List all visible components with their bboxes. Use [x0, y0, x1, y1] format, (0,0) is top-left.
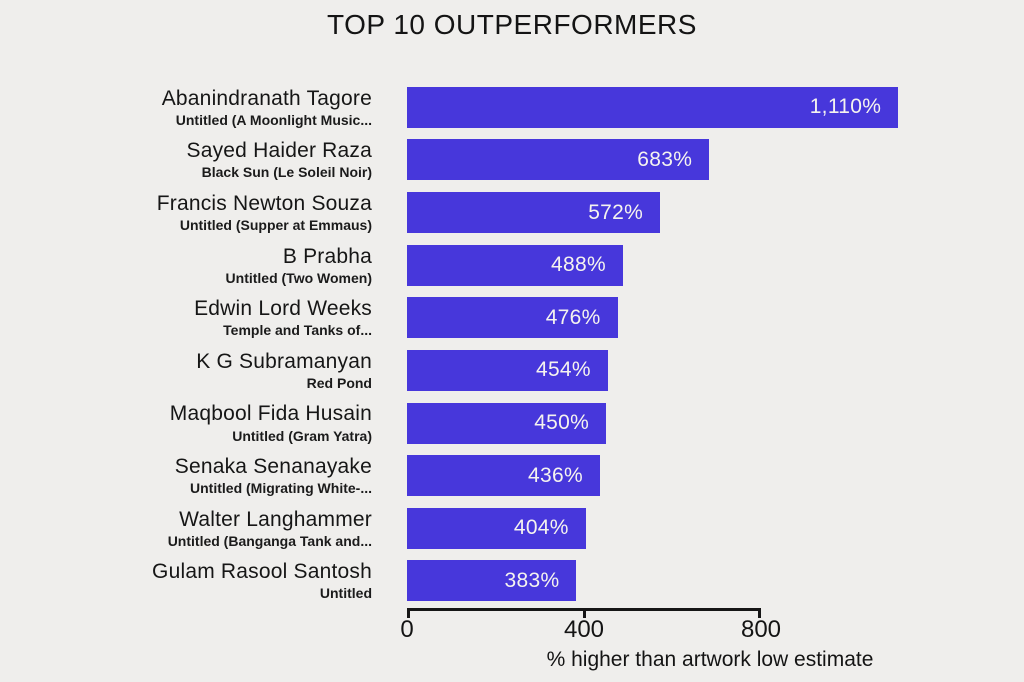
- bar: 572%: [407, 192, 661, 234]
- x-axis-tick: [582, 608, 586, 618]
- artist-name: Walter Langhammer: [179, 507, 372, 531]
- chart-row: B Prabha Untitled (Two Women) 488%: [0, 239, 1024, 292]
- artwork-title: Untitled (Banganga Tank and...: [167, 532, 372, 549]
- artist-name: Senaka Senanayake: [174, 455, 372, 479]
- row-labels: Abanindranath Tagore Untitled (A Moonlig…: [0, 87, 372, 128]
- artwork-title: Untitled (A Moonlight Music...: [175, 111, 372, 128]
- row-labels: Walter Langhammer Untitled (Banganga Tan…: [0, 508, 372, 549]
- artist-name: Francis Newton Souza: [156, 191, 372, 215]
- bar-value-label: 572%: [588, 200, 644, 224]
- bar: 683%: [407, 139, 710, 181]
- artist-name: Gulam Rasool Santosh: [152, 560, 372, 584]
- chart-row: K G Subramanyan Red Pond 454%: [0, 344, 1024, 397]
- artist-name: Abanindranath Tagore: [161, 86, 372, 110]
- artwork-title: Untitled (Supper at Emmaus): [179, 217, 372, 234]
- artwork-title: Black Sun (Le Soleil Noir): [201, 164, 372, 181]
- row-labels: Francis Newton Souza Untitled (Supper at…: [0, 192, 372, 233]
- x-axis-tick-label: 400: [563, 616, 605, 643]
- artwork-title: Untitled (Migrating White-...: [190, 480, 372, 497]
- row-labels: Maqbool Fida Husain Untitled (Gram Yatra…: [0, 402, 372, 443]
- artist-name: B Prabha: [282, 244, 372, 268]
- artist-name: Sayed Haider Raza: [186, 139, 372, 163]
- bar-value-label: 488%: [551, 253, 606, 277]
- bar-area: 488%: [407, 244, 1024, 286]
- row-labels: Sayed Haider Raza Black Sun (Le Soleil N…: [0, 139, 373, 181]
- bar-value-label: 454%: [535, 358, 591, 382]
- bar: 488%: [407, 244, 623, 286]
- bar: 404%: [407, 507, 586, 549]
- bar-value-label: 1,110%: [809, 95, 882, 119]
- artist-name: Maqbool Fida Husain: [169, 402, 372, 426]
- bar-area: 1,110%: [407, 86, 1024, 128]
- chart-row: Sayed Haider Raza Black Sun (Le Soleil N…: [0, 134, 1024, 187]
- bar: 1,110%: [407, 86, 899, 128]
- artwork-title: Red Pond: [306, 374, 372, 391]
- bar: 436%: [407, 455, 600, 497]
- artist-name: Edwin Lord Weeks: [194, 297, 372, 321]
- x-axis-tick-label: 0: [400, 616, 414, 643]
- bar-value-label: 404%: [513, 516, 569, 540]
- bar-value-label: 383%: [504, 568, 560, 592]
- bar-area: 572%: [407, 192, 1024, 234]
- chart-rows: Abanindranath Tagore Untitled (A Moonlig…: [0, 81, 1024, 607]
- x-axis-tick-label: 800: [740, 616, 782, 643]
- artwork-title: Temple and Tanks of...: [223, 322, 372, 339]
- bar-area: 436%: [407, 455, 1024, 497]
- bar-area: 383%: [407, 560, 1024, 602]
- row-labels: B Prabha Untitled (Two Women): [0, 245, 372, 286]
- chart-row: Senaka Senanayake Untitled (Migrating Wh…: [0, 449, 1024, 502]
- chart-row: Gulam Rasool Santosh Untitled 383%: [0, 555, 1024, 608]
- x-axis: [407, 608, 761, 618]
- bar: 454%: [407, 349, 608, 391]
- bar-area: 683%: [407, 139, 1024, 181]
- bar-value-label: 436%: [528, 463, 583, 487]
- bar-area: 450%: [407, 402, 1024, 444]
- chart-row: Edwin Lord Weeks Temple and Tanks of... …: [0, 292, 1024, 345]
- chart-row: Francis Newton Souza Untitled (Supper at…: [0, 186, 1024, 239]
- chart-row: Abanindranath Tagore Untitled (A Moonlig…: [0, 81, 1024, 134]
- bar: 450%: [407, 402, 607, 444]
- bar-value-label: 476%: [545, 305, 601, 329]
- chart-title: TOP 10 OUTPERFORMERS: [327, 9, 697, 40]
- chart-row: Maqbool Fida Husain Untitled (Gram Yatra…: [0, 397, 1024, 450]
- bar-value-label: 450%: [534, 411, 590, 435]
- bar-area: 476%: [407, 297, 1024, 339]
- row-labels: Senaka Senanayake Untitled (Migrating Wh…: [0, 455, 372, 496]
- bar: 476%: [407, 297, 618, 339]
- x-axis-title: % higher than artwork low estimate: [546, 648, 874, 671]
- bar-area: 454%: [407, 349, 1024, 391]
- x-axis-tick: [407, 608, 410, 618]
- bar: 383%: [407, 560, 577, 602]
- row-labels: Edwin Lord Weeks Temple and Tanks of...: [0, 297, 372, 338]
- chart-row: Walter Langhammer Untitled (Banganga Tan…: [0, 502, 1024, 555]
- row-labels: Gulam Rasool Santosh Untitled: [0, 560, 372, 601]
- row-labels: K G Subramanyan Red Pond: [0, 350, 372, 391]
- artwork-title: Untitled (Gram Yatra): [232, 427, 372, 444]
- x-axis-tick: [758, 608, 761, 618]
- bar-area: 404%: [407, 507, 1024, 549]
- bar-value-label: 683%: [637, 147, 693, 171]
- artist-name: K G Subramanyan: [196, 349, 372, 373]
- artwork-title: Untitled: [319, 585, 372, 602]
- artwork-title: Untitled (Two Women): [225, 269, 372, 286]
